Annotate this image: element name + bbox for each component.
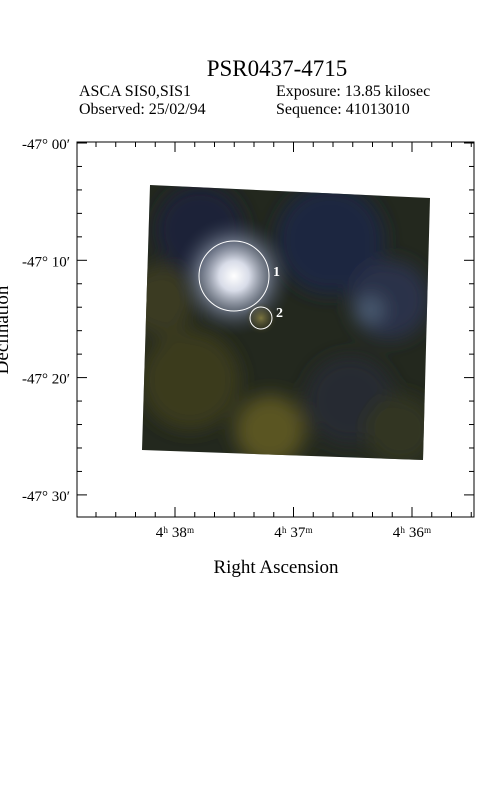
y-tick-label: -47° 00′ xyxy=(22,137,70,153)
x-tick-label: 4ʰ 38ᵐ xyxy=(156,525,195,541)
source-circle xyxy=(198,240,270,312)
instrument: ASCA SIS0,SIS1 xyxy=(79,83,191,100)
sky-image xyxy=(142,185,430,460)
x-axis-label: Right Ascension xyxy=(213,557,339,578)
x-tick-label: 4ʰ 37ᵐ xyxy=(274,525,313,541)
source-circle xyxy=(249,306,273,330)
exposure: Exposure: 13.85 kilosec xyxy=(276,83,430,100)
y-tick-label: -47° 10′ xyxy=(22,254,70,270)
sequence: Sequence: 41013010 xyxy=(276,101,410,118)
source-label: 2 xyxy=(276,306,283,321)
source-label: 1 xyxy=(273,265,280,280)
title: PSR0437-4715 xyxy=(207,56,348,81)
plot-frame xyxy=(76,141,475,518)
y-tick-label: -47° 20′ xyxy=(22,372,70,388)
observed: Observed: 25/02/94 xyxy=(79,101,206,118)
y-tick-label: -47° 30′ xyxy=(22,489,70,505)
x-tick-label: 4ʰ 36ᵐ xyxy=(393,525,432,541)
y-axis-label: Declination xyxy=(0,285,13,374)
